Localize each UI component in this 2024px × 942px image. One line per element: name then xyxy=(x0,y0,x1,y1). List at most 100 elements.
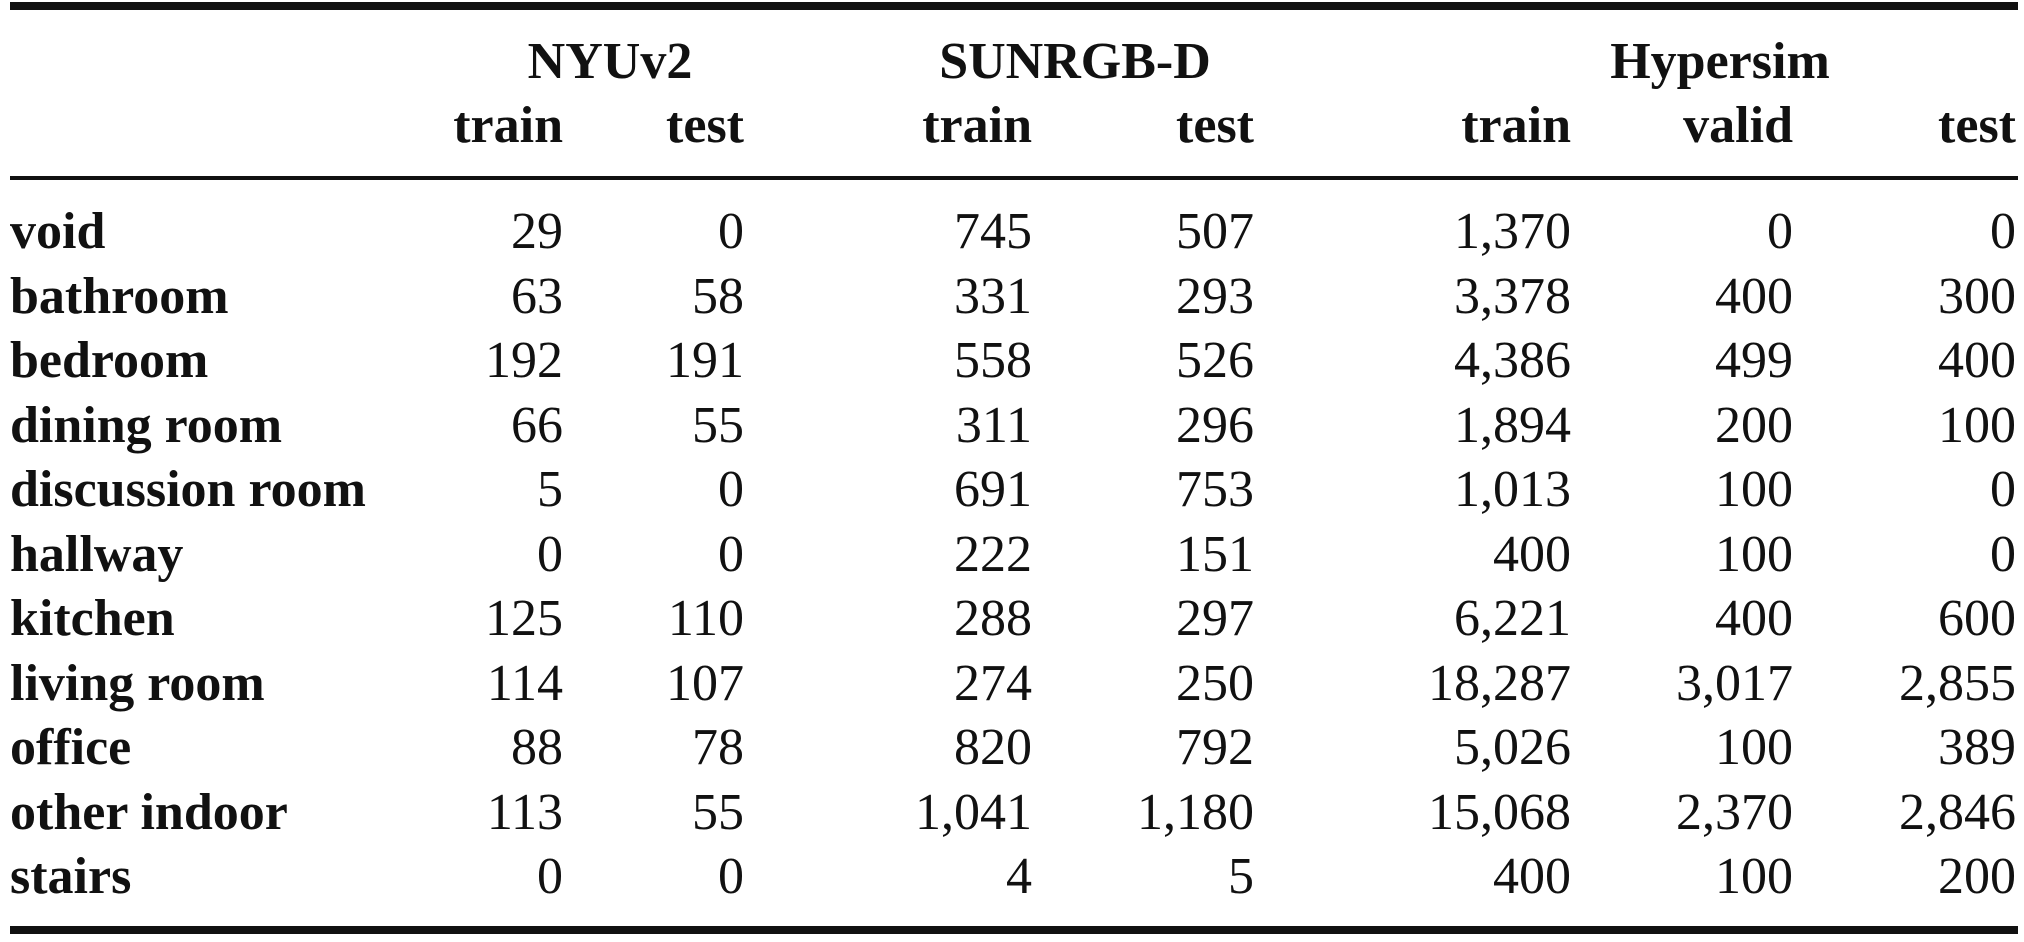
row-label: discussion room xyxy=(10,461,366,518)
row-label: dining room xyxy=(10,397,283,454)
table-cell: 0 xyxy=(537,526,563,583)
row-label: stairs xyxy=(10,848,132,905)
table-cell: 296 xyxy=(1176,397,1254,454)
table-cell: 100 xyxy=(1715,848,1793,905)
table-cell: 200 xyxy=(1715,397,1793,454)
row-label: bathroom xyxy=(10,268,229,325)
table-cell: 88 xyxy=(511,719,563,776)
table-cell: 0 xyxy=(1767,203,1793,260)
table-cell: 55 xyxy=(692,397,744,454)
row-label: office xyxy=(10,719,132,776)
table-cell: 125 xyxy=(485,590,563,647)
table-cell: 5 xyxy=(1228,848,1254,905)
table-cell: 0 xyxy=(1990,526,2016,583)
table-cell: 113 xyxy=(486,784,563,841)
table-cell: 499 xyxy=(1715,332,1793,389)
table-cell: 753 xyxy=(1176,461,1254,518)
table-cell: 66 xyxy=(511,397,563,454)
table-cell: 4 xyxy=(1006,848,1032,905)
table-cell: 110 xyxy=(667,590,744,647)
table-cell: 6,221 xyxy=(1454,590,1571,647)
group-header-sunrgbd: SUNRGB-D xyxy=(939,33,1211,90)
table-cell: 200 xyxy=(1938,848,2016,905)
table-cell: 107 xyxy=(666,655,744,712)
table-cell: 300 xyxy=(1938,268,2016,325)
table-cell: 250 xyxy=(1176,655,1254,712)
table-cell: 0 xyxy=(718,461,744,518)
table-cell: 691 xyxy=(954,461,1032,518)
subheader-nyu-train: train xyxy=(453,97,563,154)
table-cell: 792 xyxy=(1176,719,1254,776)
row-label: void xyxy=(10,203,106,260)
table-cell: 1,013 xyxy=(1454,461,1571,518)
table-cell: 58 xyxy=(692,268,744,325)
table-cell: 151 xyxy=(1176,526,1254,583)
table-cell: 192 xyxy=(485,332,563,389)
table-cell: 2,855 xyxy=(1899,655,2016,712)
table-cell: 114 xyxy=(486,655,563,712)
table-cell: 100 xyxy=(1715,461,1793,518)
table-cell: 389 xyxy=(1938,719,2016,776)
table-cell: 0 xyxy=(1990,461,2016,518)
table-cell: 526 xyxy=(1176,332,1254,389)
subheader-hyp-test: test xyxy=(1938,97,2016,154)
table-cell: 2,846 xyxy=(1899,784,2016,841)
table-cell: 0 xyxy=(718,526,744,583)
table-cell: 311 xyxy=(955,397,1032,454)
subheader-sun-train: train xyxy=(922,97,1032,154)
row-label: hallway xyxy=(10,526,184,583)
row-label: kitchen xyxy=(10,590,175,647)
table-cell: 400 xyxy=(1493,848,1571,905)
subheader-nyu-test: test xyxy=(666,97,744,154)
table-cell: 3,378 xyxy=(1454,268,1571,325)
group-header-nyuv2: NYUv2 xyxy=(527,33,693,90)
table-cell: 293 xyxy=(1176,268,1254,325)
table-cell: 4,386 xyxy=(1454,332,1571,389)
table-cell: 15,068 xyxy=(1428,784,1571,841)
table-cell: 2,370 xyxy=(1676,784,1793,841)
table-cell: 5 xyxy=(537,461,563,518)
top-rule xyxy=(10,2,2018,10)
table-cell: 820 xyxy=(954,719,1032,776)
table-cell: 100 xyxy=(1938,397,2016,454)
table-cell: 1,370 xyxy=(1454,203,1571,260)
table-cell: 29 xyxy=(511,203,563,260)
table-cell: 400 xyxy=(1715,268,1793,325)
table-cell: 558 xyxy=(954,332,1032,389)
table-cell: 100 xyxy=(1715,719,1793,776)
group-header-hypersim: Hypersim xyxy=(1610,33,1830,90)
table-cell: 600 xyxy=(1938,590,2016,647)
table-cell: 5,026 xyxy=(1454,719,1571,776)
table-cell: 222 xyxy=(954,526,1032,583)
table-cell: 1,894 xyxy=(1454,397,1571,454)
table-cell: 63 xyxy=(511,268,563,325)
table-cell: 18,287 xyxy=(1428,655,1571,712)
subheader-hyp-valid: valid xyxy=(1683,97,1793,154)
table-cell: 297 xyxy=(1176,590,1254,647)
subheader-sun-test: test xyxy=(1176,97,1254,154)
row-label: other indoor xyxy=(10,784,288,841)
table-cell: 400 xyxy=(1938,332,2016,389)
table-cell: 3,017 xyxy=(1676,655,1793,712)
table-cell: 400 xyxy=(1715,590,1793,647)
bottom-rule xyxy=(10,926,2018,934)
table-cell: 331 xyxy=(954,268,1032,325)
table-cell: 1,041 xyxy=(915,784,1032,841)
table-cell: 0 xyxy=(1990,203,2016,260)
header-rule xyxy=(10,176,2018,180)
table-cell: 55 xyxy=(692,784,744,841)
table-cell: 745 xyxy=(954,203,1032,260)
row-label: bedroom xyxy=(10,332,209,389)
table-cell: 0 xyxy=(718,203,744,260)
table-cell: 191 xyxy=(666,332,744,389)
row-label: living room xyxy=(10,655,265,712)
subheader-hyp-train: train xyxy=(1461,97,1571,154)
table-cell: 507 xyxy=(1176,203,1254,260)
table-cell: 0 xyxy=(718,848,744,905)
table-cell: 288 xyxy=(954,590,1032,647)
table-cell: 274 xyxy=(954,655,1032,712)
table-cell: 78 xyxy=(692,719,744,776)
table-cell: 0 xyxy=(537,848,563,905)
table-cell: 100 xyxy=(1715,526,1793,583)
table-cell: 400 xyxy=(1493,526,1571,583)
